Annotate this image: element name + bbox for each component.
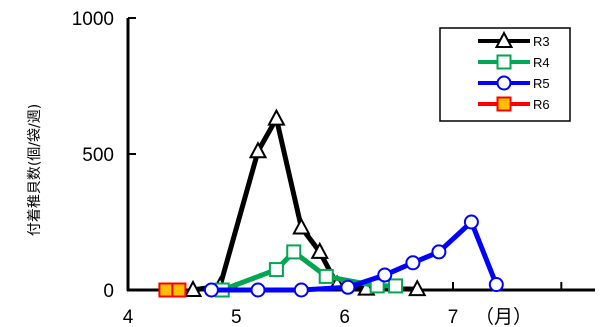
y-tick-label: 0: [103, 281, 114, 302]
x-tick-label: 6: [339, 307, 350, 327]
y-axis-label: 付着稚貝数(個/袋/週): [27, 104, 43, 236]
legend-label-r4: R4: [533, 55, 550, 70]
data-point-r6: [158, 282, 174, 298]
data-point-r3: [183, 279, 203, 297]
legend-label-r5: R5: [533, 76, 550, 91]
legend: R3 R4 R5 R6: [439, 27, 571, 122]
legend-marker-r6: [496, 96, 512, 112]
data-point-r5: [463, 214, 479, 230]
data-point-r5: [250, 282, 266, 298]
data-point-r4: [318, 268, 334, 284]
legend-label-r3: R3: [533, 34, 550, 49]
series-r3: [183, 108, 427, 297]
plot-area: [158, 108, 504, 298]
series-r6: [158, 282, 187, 298]
data-point-r3: [408, 279, 427, 297]
legend-marker-r5: [496, 75, 512, 91]
y-tick-label: 1000: [72, 9, 114, 30]
series-line-r4: [219, 249, 399, 293]
data-point-r3: [292, 217, 311, 235]
data-point-r3: [248, 141, 268, 159]
data-point-r5: [488, 277, 504, 293]
data-point-r5: [377, 267, 393, 283]
data-point-r5: [340, 279, 356, 295]
data-point-r5: [203, 282, 219, 298]
x-tick-label: 5: [231, 307, 242, 327]
data-point-r4: [268, 262, 284, 278]
x-axis-unit-label: （月）: [475, 306, 532, 327]
data-point-r3: [267, 108, 286, 126]
data-point-r4: [388, 278, 404, 294]
y-tick-label: 500: [82, 145, 114, 166]
data-point-r4: [286, 244, 302, 260]
x-tick-label: 7: [448, 307, 459, 327]
legend-marker-r4: [496, 54, 512, 70]
series-r5: [203, 214, 504, 298]
data-point-r5: [405, 255, 421, 271]
data-point-r3: [310, 241, 329, 259]
x-tick-label: 4: [123, 307, 134, 327]
legend-label-r6: R6: [533, 97, 550, 112]
data-point-r5: [431, 244, 447, 260]
legend-marker-r3: [494, 30, 514, 48]
data-point-r5: [293, 282, 309, 298]
series-line-r3: [190, 116, 420, 293]
data-point-r6: [171, 282, 187, 298]
